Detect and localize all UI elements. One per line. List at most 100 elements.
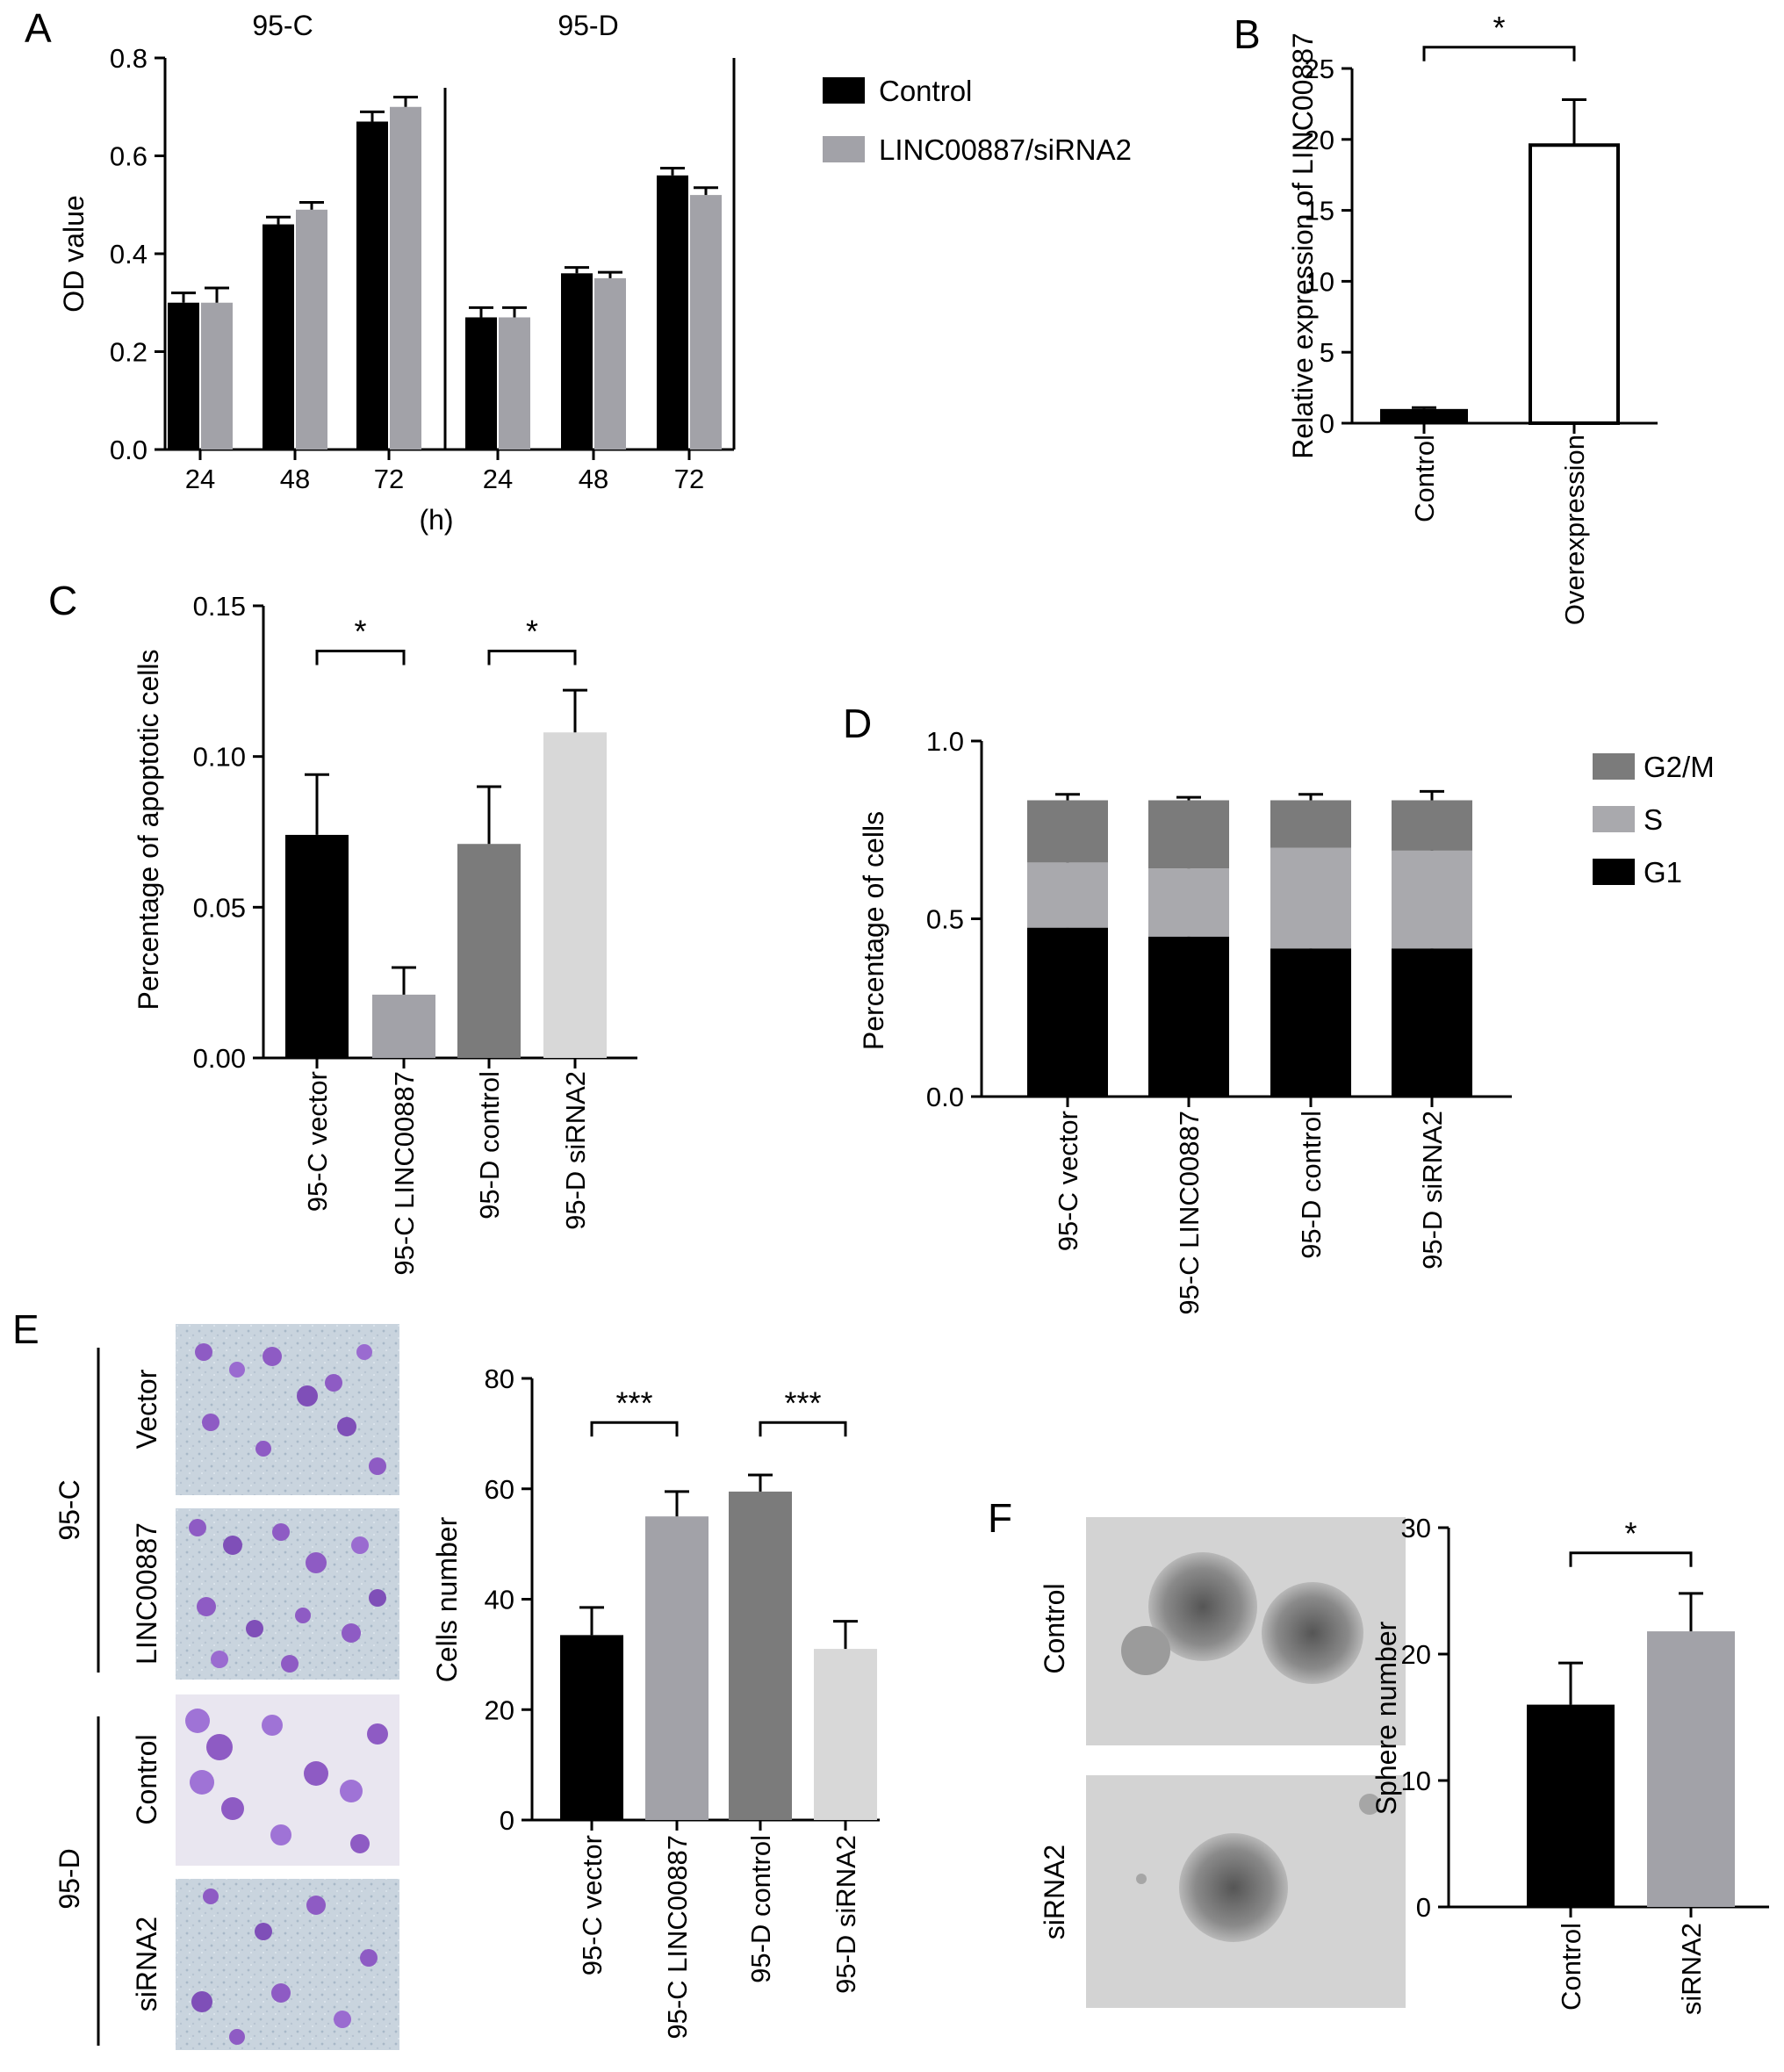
legend-label-g2m: G2/M: [1644, 751, 1715, 783]
bar-overexpression: [1529, 143, 1620, 425]
panel-c-x-tick-label-95-c-linc00887: 95-C LINC00887: [389, 1071, 420, 1276]
bar-control-1: [263, 224, 294, 450]
panel-b-x-tick-label-control: Control: [1409, 435, 1440, 522]
panel-a-x-tick-label-48: 48: [579, 464, 608, 494]
bar-sirna2: [1647, 1631, 1735, 1907]
bar-95-c-vector: [285, 834, 349, 1058]
panel-a-x-tick-label-48: 48: [280, 464, 310, 494]
panel-f-image-control: [1086, 1517, 1406, 1745]
panel-d-x-tick-label-95-c-linc00887: 95-C LINC00887: [1174, 1111, 1205, 1315]
panel-b-y-tick-label: 5: [1320, 337, 1334, 368]
panel-a-y-tick-label: 0.8: [110, 43, 147, 74]
panel-e-row-label-control: Control: [131, 1734, 162, 1824]
bar-segment-s-95-d-control: [1270, 847, 1351, 949]
panel-b-y-tick-label: 10: [1305, 266, 1334, 297]
panel-e-x-tick-label-95-d-control: 95-D control: [745, 1835, 776, 1983]
panel-e-group-label-95d: 95-D: [54, 1848, 85, 1909]
panel-e-image-linc00887: [176, 1508, 399, 1680]
bar-segment-g2-m-95-d-control: [1270, 800, 1351, 848]
panel-d-y-tick-label: 0.5: [926, 904, 964, 935]
panel-a-y-axis-label: OD value: [58, 195, 90, 312]
bar-control-2: [356, 121, 388, 450]
panel-c-y-tick-label: 0.00: [193, 1043, 246, 1074]
panel-c-x-tick-label-95-c-vector: 95-C vector: [302, 1071, 333, 1212]
bar-segment-s-95-d-sirna2: [1392, 850, 1472, 949]
panel-e-y-tick-label: 60: [485, 1474, 514, 1505]
legend-swatch-control: [823, 77, 865, 104]
panel-a-y-tick-label: 0.4: [110, 239, 147, 270]
bar-linc00887-sirna2-2: [390, 106, 421, 450]
legend-swatch-g2m: [1593, 753, 1635, 780]
panel-e-x-tick-label-95-d-sirna2: 95-D siRNA2: [831, 1835, 861, 1994]
panel-e-row-label-vector: Vector: [131, 1369, 162, 1449]
bar-segment-g2-m-95-d-sirna2: [1392, 800, 1472, 851]
bar-95-d-control: [457, 844, 521, 1058]
panel-f-x-tick-label-control: Control: [1556, 1923, 1586, 2011]
significance-bracket-1: [1569, 1551, 1693, 1567]
panel-d-y-axis-label: Percentage of cells: [858, 811, 889, 1050]
bar-segment-g1-95-c-linc00887: [1148, 936, 1229, 1097]
significance-stars-1: *: [1624, 1515, 1637, 1551]
significance-bracket-1: [315, 650, 406, 665]
legend-label-g1: G1: [1644, 856, 1682, 889]
bar-linc00887-sirna2-3: [499, 317, 530, 450]
panel-a-group-title-95d: 95-D: [558, 10, 618, 41]
panel-d-y-tick-label: 0.0: [926, 1082, 964, 1112]
panel-f-row-label-control: Control: [1039, 1583, 1070, 1673]
legend-label-linc-sirna2: LINC00887/siRNA2: [879, 133, 1132, 166]
bar-linc00887-sirna2-5: [690, 195, 722, 450]
legend-swatch-g1: [1593, 859, 1635, 885]
bar-segment-g2-m-95-c-linc00887: [1148, 800, 1229, 869]
bar-linc00887-sirna2-4: [594, 277, 626, 450]
bar-segment-g1-95-d-sirna2: [1392, 948, 1472, 1097]
panel-a-x-tick-label-24: 24: [483, 464, 513, 494]
significance-stars-1: *: [1493, 10, 1505, 46]
panel-f-x-tick-label-sirna2: siRNA2: [1676, 1923, 1707, 2015]
panel-e-x-tick-label-95-c-vector: 95-C vector: [577, 1835, 608, 1975]
significance-stars-1: *: [354, 614, 366, 650]
panel-e-x-tick-label-95-c-linc00887: 95-C LINC00887: [662, 1835, 693, 2040]
panel-f-y-axis-label: Sphere number: [1370, 1621, 1402, 1815]
significance-stars-1: ***: [615, 1385, 652, 1421]
panel-a-group-title-95c: 95-C: [252, 10, 313, 41]
significance-stars-2: ***: [784, 1385, 821, 1421]
panel-letter-e: E: [12, 1306, 40, 1352]
bar-linc00887-sirna2-1: [296, 209, 327, 450]
panel-a-x-tick-label-24: 24: [185, 464, 215, 494]
panel-letter-c: C: [48, 578, 77, 623]
panel-letter-d: D: [843, 701, 872, 746]
bar-control-3: [465, 317, 497, 450]
panel-b-y-axis-label: Relative expression of LINC00887: [1287, 32, 1319, 459]
panel-b-y-tick-label: 15: [1305, 196, 1334, 227]
panel-e-y-tick-label: 20: [485, 1694, 514, 1725]
panel-c-y-axis-label: Percentage of apoptotic cells: [133, 650, 164, 1011]
panel-letter-b: B: [1234, 11, 1261, 57]
bar-linc00887-sirna2-0: [201, 302, 233, 450]
panel-c-y-tick-label: 0.05: [193, 892, 246, 923]
panel-f-y-tick-label: 20: [1401, 1639, 1431, 1670]
bar-control-4: [561, 273, 593, 450]
bar-control-0: [168, 302, 199, 450]
panel-c-y-tick-label: 0.10: [193, 742, 246, 773]
bar-95-d-sirna2: [543, 732, 607, 1058]
bar-95-c-linc00887: [372, 994, 435, 1058]
panel-e-row-label-sirna2: siRNA2: [131, 1917, 162, 2011]
panel-e-image-control: [176, 1694, 399, 1866]
panel-a-x-axis-label: (h): [419, 504, 453, 536]
panel-letter-f: F: [988, 1495, 1012, 1541]
bar-segment-g1-95-d-control: [1270, 948, 1351, 1097]
panel-c-x-tick-label-95-d-sirna2: 95-D siRNA2: [560, 1071, 591, 1230]
bar-segment-g1-95-c-vector: [1027, 927, 1108, 1097]
panel-b-y-tick-label: 20: [1305, 125, 1334, 155]
panel-e-row-label-linc00887: LINC00887: [131, 1522, 162, 1665]
panel-e-image-vector: [176, 1324, 399, 1495]
significance-bracket-2: [487, 650, 577, 665]
panel-letter-a: A: [25, 5, 52, 51]
panel-f-y-tick-label: 0: [1416, 1892, 1431, 1923]
panel-a-y-tick-label: 0.0: [110, 435, 147, 465]
bar-control-5: [657, 175, 688, 450]
panel-b-y-tick-label: 25: [1305, 54, 1334, 84]
legend-label-s: S: [1644, 803, 1663, 836]
bar-95-c-vector: [560, 1635, 623, 1820]
